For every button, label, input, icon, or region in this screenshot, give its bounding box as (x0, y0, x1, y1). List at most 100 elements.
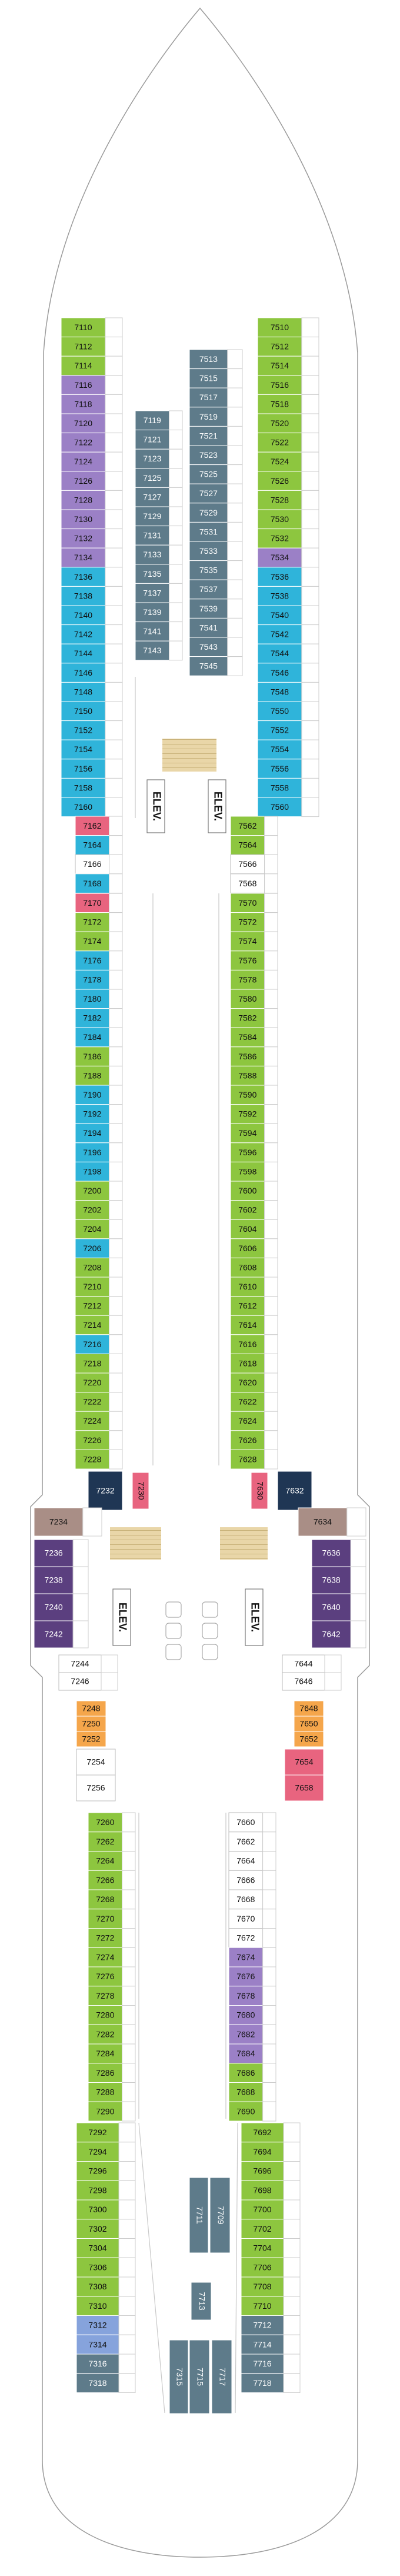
cabin-icon-cell (109, 1219, 123, 1239)
cabin-number: 7539 (199, 604, 218, 613)
cabin (75, 1296, 110, 1316)
cabin-icon-cell (264, 1411, 278, 1431)
cabin (61, 663, 106, 683)
cabin-icon-cell (227, 579, 243, 600)
elevator-label: ELEV. (116, 1603, 128, 1632)
cabin-number: 7216 (83, 1339, 101, 1349)
cabin-icon-cell (109, 854, 123, 875)
cabin (189, 637, 228, 657)
cabin-icon-cell (169, 564, 183, 584)
cabin (61, 739, 106, 760)
cabin-icon-cell (169, 410, 183, 431)
cabin-number: 7168 (83, 879, 101, 888)
cabin-icon-cell (169, 602, 183, 623)
cabin (230, 1372, 265, 1393)
cabin-number: 7226 (83, 1435, 101, 1445)
cabin-number: 7220 (83, 1378, 101, 1387)
cabin-icon-cell (109, 1430, 123, 1450)
cabin (61, 777, 106, 798)
cabin-icon-cell (105, 509, 123, 530)
cabin-icon-cell (301, 682, 319, 702)
cabin-number: 7300 (88, 2205, 106, 2214)
cabin-number: 7260 (96, 1817, 114, 1827)
cabin-icon-cell (122, 1812, 136, 1833)
cabin-icon-cell (301, 624, 319, 644)
cabin-number: 7532 (271, 534, 289, 543)
cabin-number: 7315 (175, 2368, 184, 2386)
cabin (241, 2180, 284, 2201)
cabin-icon-cell (264, 854, 278, 875)
cabin-icon-cell (169, 583, 183, 603)
cabin-number: 7256 (86, 1783, 105, 1793)
cabin-icon-cell (109, 950, 123, 970)
cabin (135, 526, 170, 546)
cabin-number: 7541 (199, 623, 218, 632)
cabin-number: 7560 (271, 802, 289, 812)
cabin-number: 7527 (199, 488, 218, 498)
cabin (209, 2177, 231, 2253)
cabin-icon-cell (301, 643, 319, 664)
cabin (230, 1085, 265, 1105)
cabin-number: 7304 (88, 2243, 106, 2253)
cabin-icon-cell (264, 873, 278, 893)
cabin-icon-cell (105, 701, 123, 722)
cabin-number: 7523 (199, 450, 218, 460)
cabin-icon-cell (118, 2199, 136, 2220)
cabin-icon-cell (301, 586, 319, 606)
cabin (284, 1774, 324, 1801)
cabin-number: 7574 (238, 936, 256, 946)
cabin-icon-cell (301, 605, 319, 626)
cabin-number: 7717 (218, 2368, 227, 2386)
cabin-number: 7618 (238, 1358, 256, 1368)
cabin-icon-cell (264, 1430, 278, 1450)
cabin-icon-cell (283, 2373, 301, 2393)
cabin-number: 7513 (199, 354, 218, 364)
cabin-icon-cell (264, 1372, 278, 1393)
cabin-number: 7294 (88, 2147, 106, 2156)
cabin-icon-cell (283, 2296, 301, 2316)
cabin (257, 433, 302, 453)
cabin-icon-cell (118, 2315, 136, 2335)
cabin (257, 375, 302, 395)
cabin-number: 7533 (199, 546, 218, 556)
cabin-icon-cell (105, 433, 123, 453)
cabin-icon-cell (105, 643, 123, 664)
cabin-icon-cell (105, 797, 123, 817)
cabin (61, 490, 106, 510)
cabin-number: 7274 (96, 1952, 114, 1962)
cabin (257, 682, 302, 702)
cabin-number: 7686 (236, 2068, 255, 2078)
cabin-number: 7550 (271, 706, 289, 716)
cabin (294, 1700, 324, 1717)
cabin (228, 1986, 264, 2006)
cabin-icon-cell (262, 1928, 276, 1948)
cabin-icon-cell (118, 2296, 136, 2316)
cabin-icon-cell (109, 912, 123, 932)
cabin (230, 1065, 265, 1086)
cabin (75, 931, 110, 952)
cabin-number: 7316 (88, 2359, 106, 2368)
cabin (75, 969, 110, 990)
cabin-icon-cell (264, 1123, 278, 1144)
cabin-icon-cell (109, 1372, 123, 1393)
cabin-number: 7186 (83, 1052, 101, 1061)
cabin (75, 1430, 110, 1450)
cabin-number: 7110 (74, 323, 92, 332)
cabin (284, 1749, 324, 1776)
cabin-icon-cell (122, 1909, 136, 1929)
cabin-icon-cell (105, 547, 123, 568)
cabin (294, 1731, 324, 1747)
cabin-icon-cell (109, 893, 123, 913)
cabin-icon-cell (301, 720, 319, 740)
cabin (241, 2296, 284, 2316)
cabin-icon-cell (109, 1353, 123, 1374)
cabin-icon-cell (109, 1008, 123, 1028)
cabin-number: 7680 (236, 2010, 255, 2020)
cabin (257, 759, 302, 779)
cabin (61, 433, 106, 453)
cabin-number: 7704 (253, 2243, 271, 2253)
cabin (76, 2180, 119, 2201)
cabin-number: 7212 (83, 1301, 101, 1311)
cabin-number: 7600 (238, 1186, 256, 1195)
